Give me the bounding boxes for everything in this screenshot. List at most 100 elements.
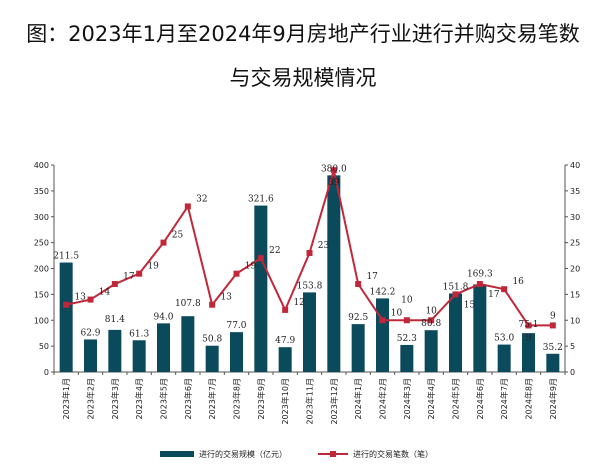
line-label: 19 (147, 262, 159, 272)
bar-label: 107.8 (175, 299, 201, 309)
line-point (306, 249, 313, 256)
left-tick-label: 100 (34, 316, 49, 325)
bar (327, 175, 341, 372)
line-point (330, 167, 337, 174)
line-label: 10 (401, 295, 413, 305)
line-point (403, 317, 410, 324)
bar (376, 298, 389, 372)
line-label: 14 (99, 288, 111, 298)
right-tick-label: 40 (570, 161, 580, 170)
bar (424, 330, 438, 372)
line-point (452, 291, 459, 298)
line-label: 17 (488, 290, 500, 300)
x-tick-label: 2023年10月 (280, 378, 290, 425)
x-tick-label: 2024年6月 (475, 378, 485, 419)
x-tick-label: 2023年11月 (305, 378, 315, 425)
x-tick-label: 2023年5月 (159, 378, 169, 419)
x-tick-label: 2023年6月 (183, 378, 193, 419)
line-point (428, 317, 435, 324)
line-point (525, 322, 532, 329)
legend-line-label: 进行的交易笔数（笔） (353, 449, 433, 459)
line-label: 13 (220, 293, 232, 303)
line-point (233, 270, 240, 277)
line-point (209, 301, 216, 308)
line-label: 13 (74, 293, 86, 303)
bar (254, 205, 268, 372)
line-label: 17 (366, 272, 378, 282)
line-point (379, 317, 386, 324)
bar-label: 47.9 (275, 336, 295, 346)
x-tick-label: 2023年7月 (207, 378, 217, 419)
bar (351, 324, 365, 372)
bar (205, 345, 219, 372)
line-label: 23 (318, 241, 330, 251)
bar-label: 50.8 (202, 335, 222, 345)
x-tick-label: 2023年4月 (134, 378, 144, 419)
bar-label: 35.2 (543, 343, 563, 353)
bar (522, 333, 535, 372)
left-tick-label: 0 (44, 368, 49, 377)
right-tick-label: 15 (570, 290, 580, 299)
bar-label: 62.9 (80, 328, 100, 338)
right-tick-label: 10 (570, 316, 580, 325)
bar-label: 151.8 (443, 282, 469, 292)
line-point (501, 286, 508, 293)
x-tick-label: 2024年4月 (426, 378, 436, 419)
bar (84, 339, 97, 372)
legend-bar-swatch (160, 451, 194, 457)
line-point (87, 296, 94, 303)
x-tick-label: 2023年8月 (232, 378, 242, 419)
line-point (549, 322, 556, 329)
left-tick-label: 250 (34, 239, 49, 248)
x-tick-label: 2023年9月 (256, 378, 266, 419)
bar (108, 329, 122, 372)
bar (157, 323, 170, 372)
line-point (257, 255, 264, 262)
bar (181, 316, 195, 372)
x-tick-label: 2023年3月 (110, 378, 120, 419)
line-label: 9 (550, 311, 556, 321)
left-tick-label: 300 (34, 213, 49, 222)
bar-label: 142.2 (370, 287, 396, 297)
bar-label: 169.3 (467, 269, 493, 279)
line-point (160, 239, 167, 246)
right-tick-label: 25 (570, 239, 580, 248)
line-label: 22 (269, 246, 280, 256)
left-tick-label: 50 (39, 342, 49, 351)
bar-label: 94.0 (153, 312, 173, 322)
x-tick-label: 2023年12月 (329, 378, 339, 425)
right-tick-label: 35 (570, 187, 580, 196)
bar-label: 75.1 (518, 320, 538, 330)
left-tick-label: 350 (34, 187, 49, 196)
legend-bar-label: 进行的交易规模（亿元） (199, 449, 287, 459)
line-label: 12 (293, 298, 304, 308)
bar-label: 380.0 (321, 164, 347, 174)
line-point (282, 306, 289, 313)
x-tick-label: 2024年3月 (402, 378, 412, 419)
left-tick-label: 200 (34, 265, 49, 274)
bar (132, 340, 146, 372)
line-point (136, 270, 143, 277)
x-tick-label: 2024年5月 (451, 378, 461, 419)
x-tick-label: 2024年2月 (378, 378, 388, 419)
line-label: 25 (172, 231, 184, 241)
line-label: 16 (512, 277, 524, 287)
x-tick-label: 2024年8月 (524, 378, 534, 419)
line-point (355, 281, 362, 288)
right-tick-label: 30 (570, 213, 580, 222)
bar-label: 61.3 (129, 329, 149, 339)
right-tick-label: 5 (570, 342, 575, 351)
bar-label: 77.0 (226, 321, 246, 331)
chart-title-line1: 图：2023年1月至2024年9月房地产行业进行并购交易笔数 (26, 22, 580, 46)
line-label: 19 (245, 262, 257, 272)
bar-label: 80.8 (421, 319, 441, 329)
bar-label: 321.6 (248, 195, 274, 205)
bar-label: 53.0 (494, 334, 514, 344)
line-point (63, 301, 70, 308)
line-label: 9 (526, 333, 532, 343)
legend-line-marker (330, 451, 336, 457)
line-label: 39 (328, 178, 340, 188)
x-tick-label: 2023年2月 (86, 378, 96, 419)
bar-label: 92.5 (348, 313, 368, 323)
